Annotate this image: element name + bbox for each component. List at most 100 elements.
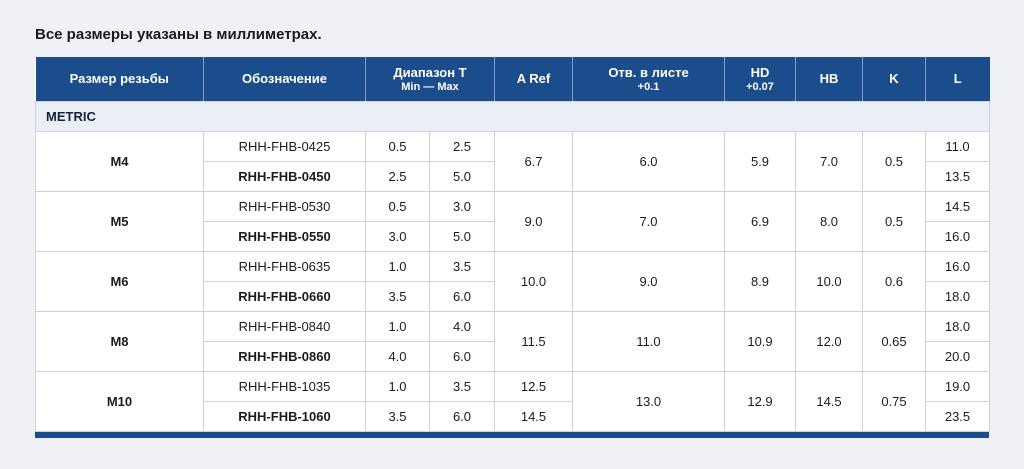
table-bottom-bar <box>35 431 989 438</box>
col-header-hd-label: HD <box>750 64 770 80</box>
t-min-cell: 1.0 <box>365 250 430 282</box>
designation-cell: RHH-FHB-0450 <box>203 160 366 192</box>
t-max-cell: 2.5 <box>429 130 495 162</box>
thread-size-cell: M10 <box>35 370 204 432</box>
col-header-hole: Отв. в листе +0.1 <box>572 57 725 101</box>
t-min-cell: 1.0 <box>365 370 430 402</box>
a-ref-cell: 9.0 <box>494 190 573 252</box>
col-header-thread-size: Размер резьбы <box>35 57 204 101</box>
designation-cell: RHH-FHB-1035 <box>203 370 366 402</box>
col-header-a-ref-label: A Ref <box>516 71 551 87</box>
a-ref-cell: 12.5 <box>494 370 573 402</box>
t-min-cell: 0.5 <box>365 130 430 162</box>
table-row: M10 RHH-FHB-1035 1.0 3.5 12.5 13.0 12.9 14.5 0.7… <box>35 370 990 432</box>
thread-size-cell: M4 <box>35 130 204 192</box>
thread-size-cell: M5 <box>35 190 204 252</box>
hole-cell: 13.0 <box>572 370 725 432</box>
t-min-cell: 3.5 <box>365 400 430 432</box>
hole-cell: 6.0 <box>572 130 725 192</box>
col-header-designation-label: Обозначение <box>242 71 327 87</box>
t-max-cell: 3.5 <box>429 250 495 282</box>
col-header-hd-sub: +0.07 <box>746 80 774 93</box>
page-title: Все размеры указаны в миллиметрах. <box>35 26 322 43</box>
k-cell: 0.6 <box>862 250 926 312</box>
hole-cell: 7.0 <box>572 190 725 252</box>
t-min-cell: 1.0 <box>365 310 430 342</box>
col-header-l: L <box>925 57 990 101</box>
col-header-range-t-label: Диапазон T <box>393 64 467 80</box>
a-ref-cell: 6.7 <box>494 130 573 192</box>
l-cell: 19.0 <box>925 370 990 402</box>
designation-cell: RHH-FHB-0660 <box>203 280 366 312</box>
t-min-cell: 3.5 <box>365 280 430 312</box>
t-max-cell: 5.0 <box>429 220 495 252</box>
t-min-cell: 3.0 <box>365 220 430 252</box>
k-cell: 0.5 <box>862 190 926 252</box>
designation-cell: RHH-FHB-0860 <box>203 340 366 372</box>
l-cell: 13.5 <box>925 160 990 192</box>
hd-cell: 5.9 <box>724 130 796 192</box>
designation-cell: RHH-FHB-0840 <box>203 310 366 342</box>
hd-cell: 8.9 <box>724 250 796 312</box>
k-cell: 0.65 <box>862 310 926 372</box>
col-header-thread-size-label: Размер резьбы <box>69 71 169 87</box>
l-cell: 18.0 <box>925 280 990 312</box>
col-header-k-label: K <box>889 71 899 87</box>
t-max-cell: 4.0 <box>429 310 495 342</box>
hd-cell: 12.9 <box>724 370 796 432</box>
t-min-cell: 0.5 <box>365 190 430 222</box>
col-header-k: K <box>862 57 926 101</box>
t-max-cell: 5.0 <box>429 160 495 192</box>
col-header-hole-label: Отв. в листе <box>608 64 689 80</box>
hole-cell: 11.0 <box>572 310 725 372</box>
col-header-range-t-sub: Min — Max <box>401 80 459 93</box>
table-row: M6 RHH-FHB-0635 1.0 3.5 10.0 9.0 8.9 10.0 0.6 16.… <box>35 250 990 312</box>
table-row: M8 RHH-FHB-0840 1.0 4.0 11.5 11.0 10.9 12.0 0.65… <box>35 310 990 372</box>
hb-cell: 7.0 <box>795 130 863 192</box>
col-header-designation: Обозначение <box>203 57 366 101</box>
t-min-cell: 4.0 <box>365 340 430 372</box>
a-ref-cell: 14.5 <box>494 400 573 432</box>
col-header-hb-label: HB <box>819 71 839 87</box>
table-row: RHH-FHB-0660 3.5 6.0 18.0 <box>36 280 990 312</box>
l-cell: 23.5 <box>925 400 990 432</box>
l-cell: 20.0 <box>925 340 990 372</box>
table-body: METRIC M4 RHH-FHB-0425 0.5 2.5 6.7 6.0 5.9 7.0 0… <box>35 100 990 432</box>
l-cell: 11.0 <box>925 130 990 162</box>
col-header-range-t: Диапазон T Min — Max <box>365 57 495 101</box>
l-cell: 18.0 <box>925 310 990 342</box>
thread-size-cell: M8 <box>35 310 204 372</box>
page: Все размеры указаны в миллиметрах. Разме… <box>35 26 990 438</box>
section-row: METRIC <box>35 100 990 132</box>
table-row: RHH-FHB-0860 4.0 6.0 20.0 <box>36 340 990 372</box>
l-cell: 16.0 <box>925 220 990 252</box>
table-row: RHH-FHB-0450 2.5 5.0 13.5 <box>36 160 990 192</box>
table-row: M4 RHH-FHB-0425 0.5 2.5 6.7 6.0 5.9 7.0 0.5 11.0 <box>35 130 990 192</box>
designation-cell: RHH-FHB-0635 <box>203 250 366 282</box>
hb-cell: 10.0 <box>795 250 863 312</box>
a-ref-cell: 11.5 <box>494 310 573 372</box>
t-min-cell: 2.5 <box>365 160 430 192</box>
hb-cell: 8.0 <box>795 190 863 252</box>
table-row: RHH-FHB-0550 3.0 5.0 16.0 <box>36 220 990 252</box>
t-max-cell: 6.0 <box>429 280 495 312</box>
table-header: Размер резьбы Обозначение Диапазон T Min… <box>35 57 990 101</box>
hd-cell: 10.9 <box>724 310 796 372</box>
designation-cell: RHH-FHB-0530 <box>203 190 366 222</box>
col-header-a-ref: A Ref <box>494 57 573 101</box>
dimensions-table: Размер резьбы Обозначение Диапазон T Min… <box>35 57 990 432</box>
t-max-cell: 3.0 <box>429 190 495 222</box>
col-header-hole-sub: +0.1 <box>637 80 660 93</box>
hd-cell: 6.9 <box>724 190 796 252</box>
table-row: RHH-FHB-1060 3.5 6.0 14.5 23.5 <box>36 400 990 432</box>
k-cell: 0.5 <box>862 130 926 192</box>
thread-size-cell: M6 <box>35 250 204 312</box>
designation-cell: RHH-FHB-1060 <box>203 400 366 432</box>
col-header-hb: HB <box>795 57 863 101</box>
col-header-hd: HD +0.07 <box>724 57 796 101</box>
hb-cell: 12.0 <box>795 310 863 372</box>
t-max-cell: 6.0 <box>429 400 495 432</box>
l-cell: 16.0 <box>925 250 990 282</box>
designation-cell: RHH-FHB-0425 <box>203 130 366 162</box>
hb-cell: 14.5 <box>795 370 863 432</box>
